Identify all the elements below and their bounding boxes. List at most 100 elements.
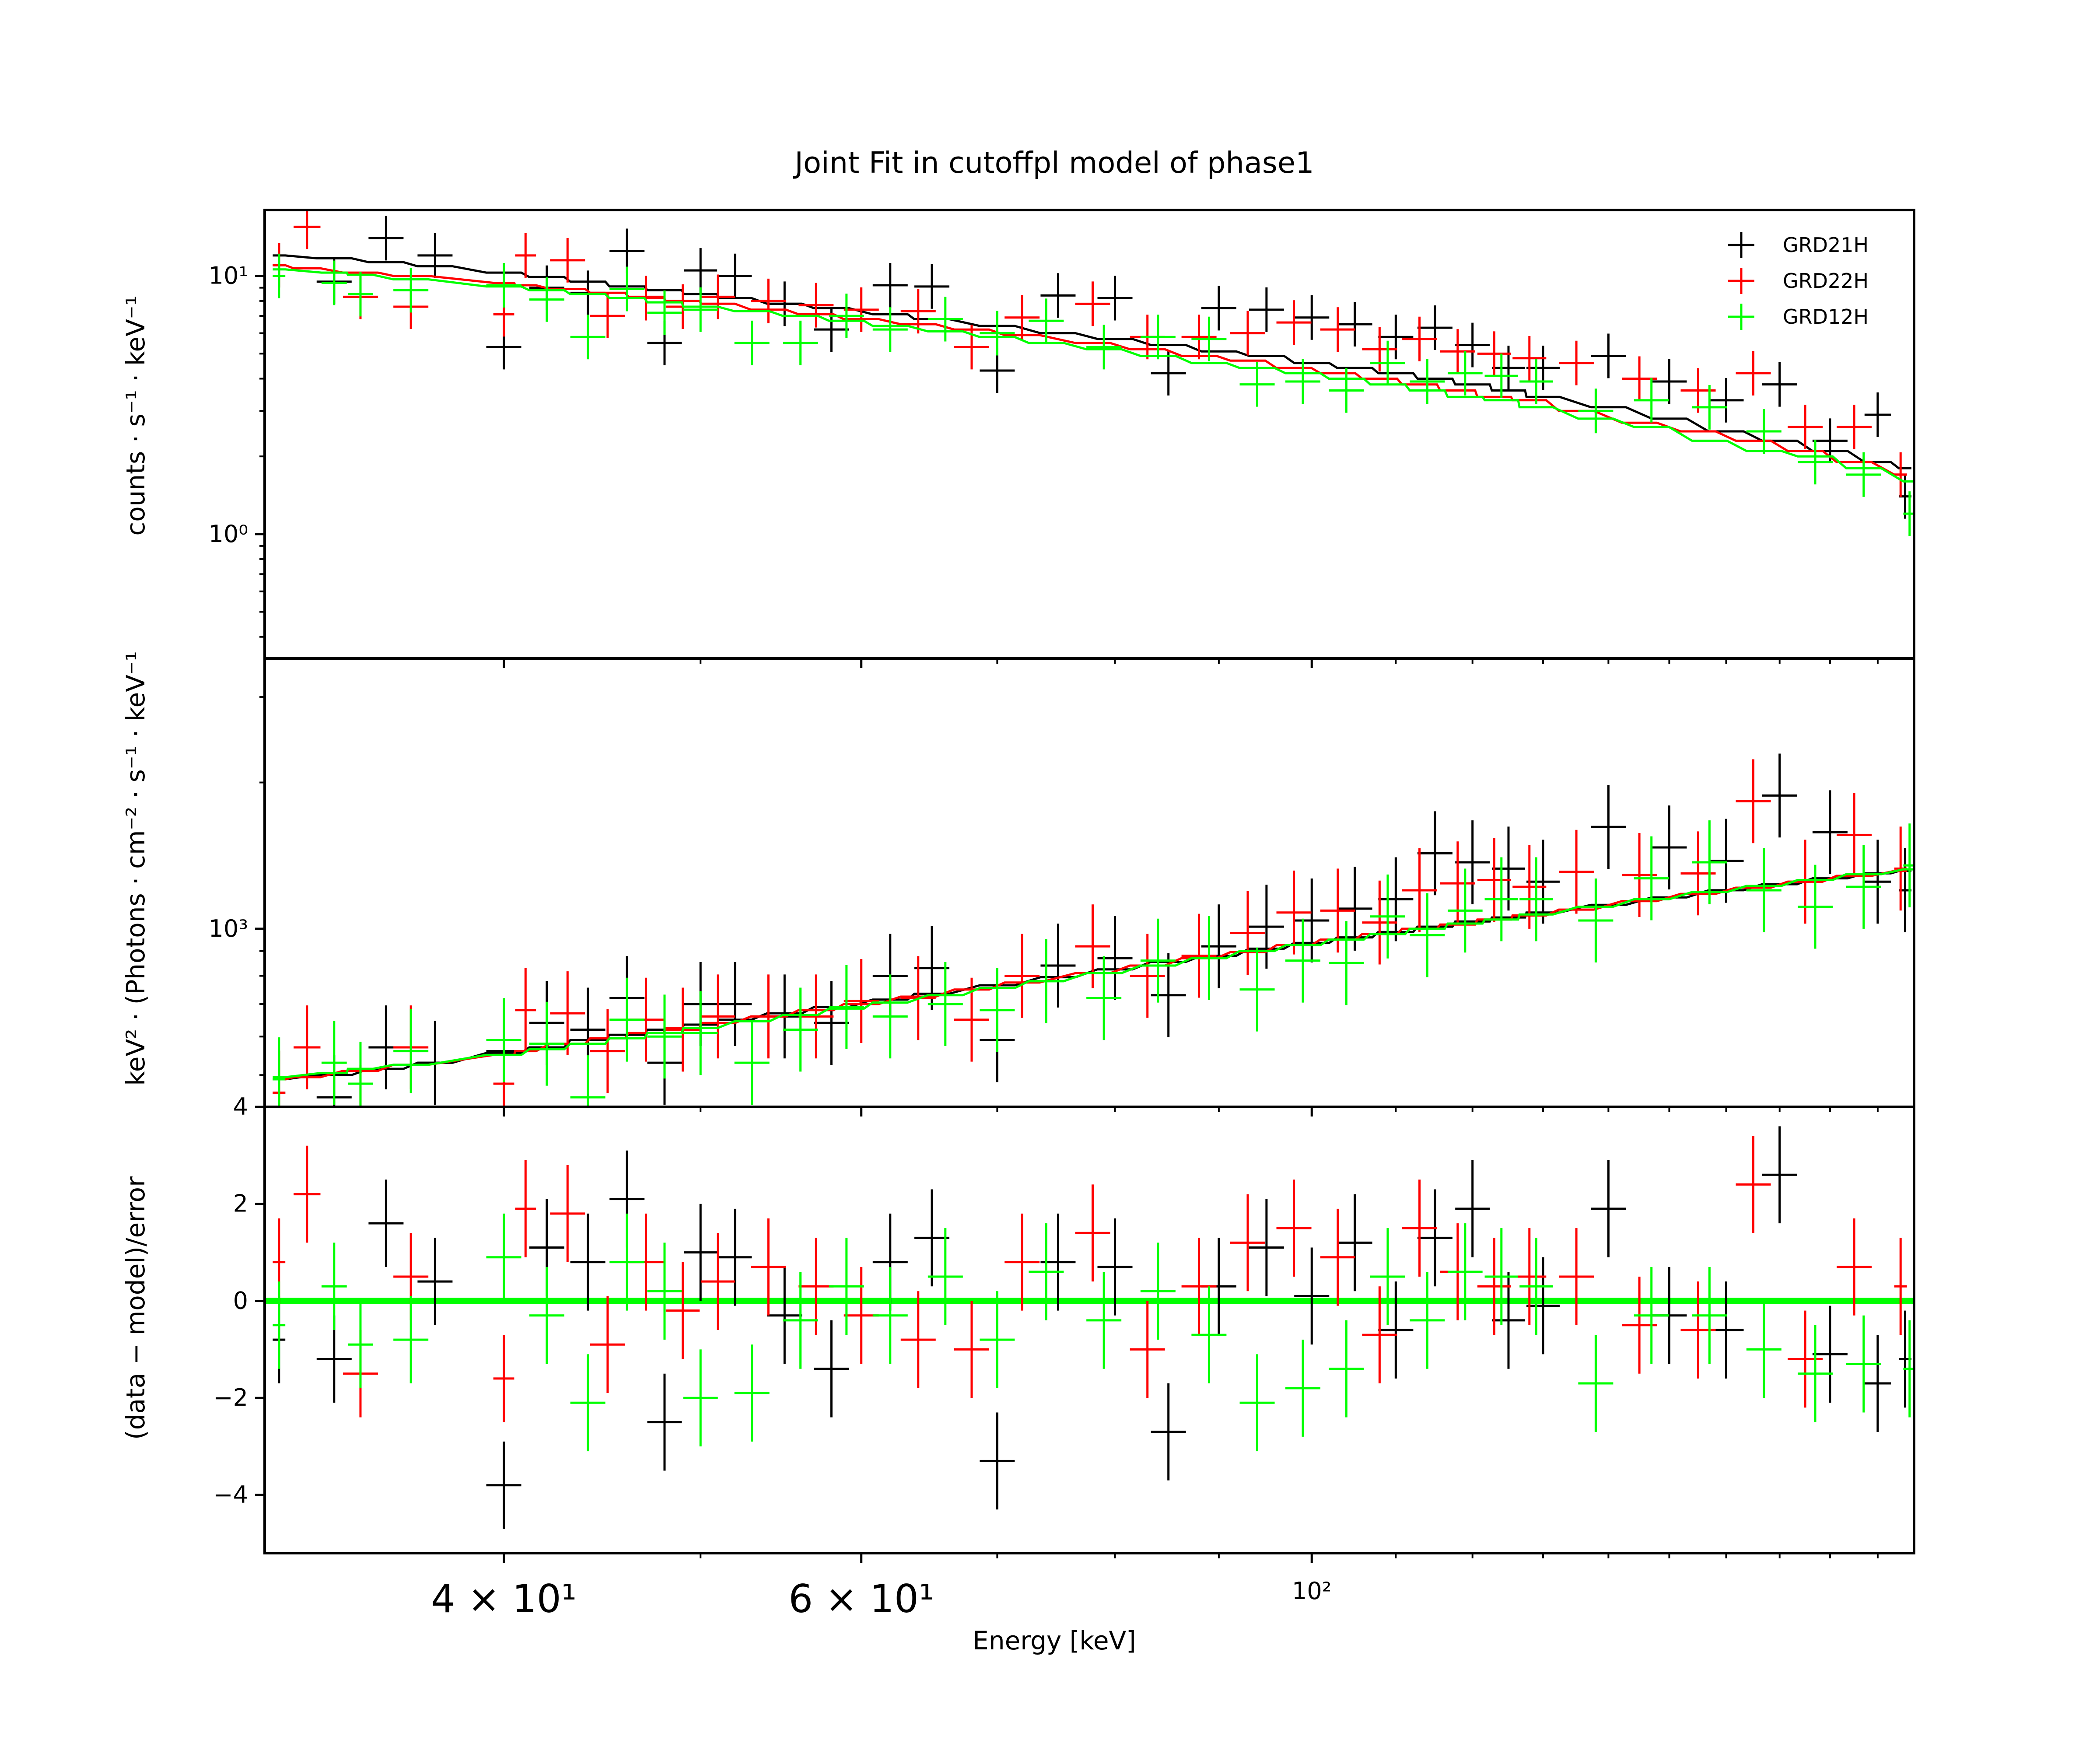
data-point [1320, 1208, 1355, 1306]
data-point [734, 1021, 770, 1105]
data-point [393, 268, 429, 313]
y-tick-label: 10¹ [209, 262, 248, 290]
data-point [1484, 1228, 1519, 1325]
data-point [515, 968, 536, 1052]
data-point [1140, 918, 1176, 1003]
data-point [928, 962, 963, 1046]
data-point [1762, 1126, 1797, 1224]
x-tick-label: 4 × 10¹ [431, 1576, 577, 1621]
data-point [1512, 1228, 1547, 1325]
data-point [368, 1180, 404, 1267]
data-point [1249, 885, 1284, 969]
plot-area [273, 753, 1914, 1107]
data-point [783, 987, 818, 1072]
data-point [1762, 753, 1797, 838]
data-point [417, 233, 453, 278]
data-point [1559, 340, 1594, 385]
x-tick-label: 10² [1292, 1577, 1331, 1605]
data-point [1004, 934, 1040, 1018]
data-point [1337, 866, 1372, 951]
data-point [1448, 868, 1483, 953]
data-point [1181, 315, 1217, 360]
data-point [734, 1344, 770, 1442]
data-point [1708, 819, 1744, 903]
data-point [767, 1267, 802, 1364]
data-point [1276, 870, 1312, 955]
legend-entry-GRD22H: GRD22H [1728, 268, 1869, 294]
data-point [1736, 1136, 1771, 1233]
data-point [1846, 845, 1881, 929]
model-line-GRD22H [273, 264, 1907, 476]
legend-entry-GRD21H: GRD21H [1728, 232, 1869, 258]
data-point [1075, 281, 1110, 326]
data-point [1477, 1238, 1512, 1335]
data-point [1151, 953, 1186, 1037]
data-point [590, 1296, 625, 1393]
data-point [493, 1335, 514, 1422]
data-point [1746, 409, 1782, 454]
data-point [683, 991, 718, 1075]
plot-area [265, 1126, 1914, 1529]
data-point [321, 1021, 347, 1105]
data-point [1692, 385, 1727, 430]
data-point [1201, 904, 1236, 989]
data-point [1708, 378, 1744, 423]
series-GRD12H [273, 1213, 1914, 1452]
data-point [718, 1208, 752, 1306]
data-point [734, 320, 770, 365]
data-point [1692, 1267, 1727, 1364]
data-point [609, 266, 645, 312]
data-point [1578, 1335, 1614, 1432]
data-point [1736, 759, 1771, 844]
data-point [550, 1165, 585, 1262]
data-point [1788, 1310, 1823, 1408]
data-point [1276, 1180, 1312, 1277]
data-point [1329, 1320, 1364, 1418]
data-point [844, 287, 879, 332]
data-point [647, 290, 682, 335]
data-point [1402, 1180, 1437, 1277]
data-point [529, 277, 564, 322]
data-point [1285, 1340, 1320, 1437]
data-point [1837, 793, 1872, 877]
data-point [1762, 362, 1797, 407]
data-point [1230, 891, 1265, 975]
data-point [798, 974, 834, 1059]
data-point [718, 253, 752, 298]
data-point [590, 294, 625, 339]
data-point [1239, 1354, 1275, 1452]
data-point [1285, 359, 1320, 404]
data-point [1864, 392, 1891, 437]
data-point [1337, 302, 1372, 347]
data-point [1519, 1238, 1553, 1335]
data-point [1652, 359, 1687, 404]
data-point [1004, 295, 1040, 340]
data-point [1417, 811, 1452, 896]
data-point [294, 1145, 321, 1243]
data-point [417, 1238, 453, 1325]
data-point [1837, 1218, 1872, 1316]
data-point [872, 263, 908, 308]
data-point [954, 325, 989, 370]
data-point [294, 210, 321, 249]
data-point [486, 1442, 522, 1529]
data-point [529, 1001, 564, 1086]
data-point [783, 1271, 818, 1369]
data-point [1086, 1271, 1122, 1369]
data-point [1130, 934, 1165, 1018]
data-point [928, 297, 963, 342]
data-point [1097, 276, 1133, 321]
data-point [1417, 305, 1452, 350]
data-point [1812, 790, 1848, 875]
data-point [1519, 857, 1553, 942]
data-point [1191, 316, 1227, 361]
data-point [1276, 300, 1312, 345]
data-point [1812, 1306, 1848, 1403]
data-point [515, 1160, 536, 1257]
data-point [348, 1301, 373, 1389]
data-point [570, 315, 606, 360]
data-point [1201, 286, 1236, 331]
data-point [1455, 820, 1490, 904]
data-point [829, 1238, 864, 1335]
data-point [1151, 1383, 1186, 1480]
